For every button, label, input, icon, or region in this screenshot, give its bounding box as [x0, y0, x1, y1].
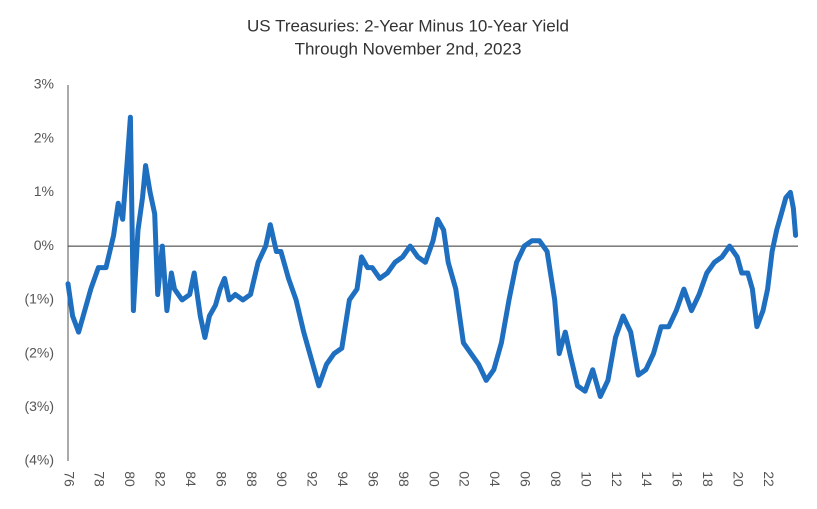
- x-tick-label: 82: [153, 471, 169, 487]
- x-tick-label: 84: [183, 471, 199, 487]
- x-tick-label: 80: [122, 471, 138, 487]
- x-tick-label: 22: [761, 471, 777, 487]
- x-tick-label: 86: [213, 471, 229, 487]
- y-tick-label: (3%): [24, 398, 54, 414]
- y-tick-label: (2%): [24, 344, 54, 360]
- chart-title: US Treasuries: 2-Year Minus 10-Year Yiel…: [247, 16, 569, 35]
- x-tick-label: 78: [92, 471, 108, 487]
- x-tick-label: 88: [244, 471, 260, 487]
- y-tick-label: 3%: [34, 76, 54, 92]
- x-tick-label: 98: [396, 471, 412, 487]
- x-tick-label: 14: [639, 471, 655, 487]
- x-tick-label: 76: [61, 471, 77, 487]
- x-tick-label: 04: [487, 471, 503, 487]
- x-tick-label: 90: [274, 471, 290, 487]
- x-tick-label: 12: [609, 471, 625, 487]
- x-tick-label: 92: [305, 471, 321, 487]
- y-tick-label: (4%): [24, 452, 54, 468]
- x-tick-label: 18: [700, 471, 716, 487]
- data-line: [65, 114, 799, 399]
- x-tick-label: 06: [518, 471, 534, 487]
- x-tick-label: 02: [457, 471, 473, 487]
- y-tick-label: (1%): [24, 291, 54, 307]
- y-tick-label: 0%: [34, 237, 54, 253]
- y-tick-label: 1%: [34, 183, 54, 199]
- x-tick-label: 94: [335, 471, 351, 487]
- y-tick-label: 2%: [34, 129, 54, 145]
- chart-subtitle: Through November 2nd, 2023: [295, 39, 522, 58]
- x-tick-label: 20: [730, 471, 746, 487]
- x-tick-label: 00: [426, 471, 442, 487]
- x-tick-label: 16: [670, 471, 686, 487]
- x-tick-label: 08: [548, 471, 564, 487]
- x-tick-label: 10: [578, 471, 594, 487]
- x-tick-label: 96: [365, 471, 381, 487]
